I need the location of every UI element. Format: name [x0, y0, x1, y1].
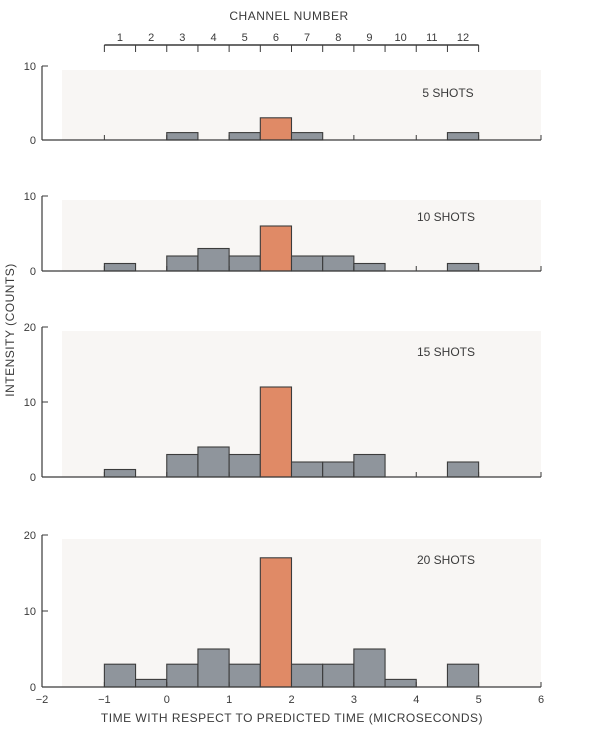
- histogram-bar: [353, 648, 386, 688]
- panel-label: 20 SHOTS: [417, 553, 475, 567]
- histogram-panel: 0 10 5 SHOTS: [24, 61, 542, 147]
- x-tick-label: 4: [413, 694, 419, 706]
- histogram-bar: [228, 453, 261, 478]
- x-axis-title: TIME WITH RESPECT TO PREDICTED TIME (MIC…: [101, 711, 483, 725]
- y-tick-label: 0: [30, 266, 36, 278]
- x-tick-label: 3: [351, 694, 357, 706]
- panel-label: 5 SHOTS: [422, 86, 473, 100]
- y-tick-label: 0: [30, 682, 36, 694]
- panel-background: [62, 331, 541, 477]
- channel-number-label: 8: [335, 32, 341, 44]
- panel-background: [62, 539, 541, 687]
- x-tick-label: 1: [226, 694, 232, 706]
- histogram-bar: [135, 678, 168, 688]
- channel-number-label: 12: [457, 32, 469, 44]
- channel-number-label: 9: [366, 32, 372, 44]
- highlight-bar: [259, 225, 293, 272]
- channel-number-label: 11: [426, 32, 437, 44]
- histogram-bar: [446, 262, 480, 272]
- channel-number-label: 5: [242, 32, 248, 44]
- histogram-bar: [290, 663, 324, 688]
- y-tick-label: 10: [24, 61, 36, 73]
- channel-number-label: 2: [148, 32, 154, 44]
- x-tick-label: −2: [36, 694, 49, 706]
- histogram-bar: [103, 663, 137, 688]
- histogram-bar: [103, 468, 137, 478]
- histogram-bar: [353, 262, 386, 272]
- y-tick-label: 0: [30, 472, 36, 484]
- histogram-bar: [166, 255, 199, 272]
- histogram-bar: [384, 678, 417, 688]
- channel-number-label: 1: [117, 32, 123, 44]
- y-tick-label: 0: [30, 135, 36, 147]
- histogram-bar: [446, 132, 480, 141]
- x-tick-label: −1: [98, 694, 111, 706]
- y-axis-title: INTENSITY (COUNTS): [3, 263, 17, 396]
- channel-number-label: 4: [210, 32, 216, 44]
- histogram-bar: [353, 453, 386, 478]
- y-tick-label: 20: [24, 530, 36, 542]
- histogram-bar: [166, 663, 199, 688]
- histogram-bar: [446, 461, 480, 478]
- histogram-bar: [322, 255, 355, 272]
- y-tick-label: 20: [24, 322, 36, 334]
- histogram-bar: [446, 663, 480, 688]
- channel-number-label: 7: [304, 32, 310, 44]
- histogram-panel: 0 10 10 SHOTS: [24, 191, 542, 278]
- histogram-bar: [166, 453, 199, 478]
- x-tick-label: 5: [476, 694, 482, 706]
- histogram-bar: [290, 461, 324, 478]
- histogram-bar: [322, 461, 355, 478]
- histogram-bar: [197, 446, 230, 478]
- histogram-bar: [290, 132, 324, 141]
- y-tick-label: 10: [24, 397, 36, 409]
- x-tick-label: 6: [538, 694, 544, 706]
- histogram-panel: 0 10 20 20 SHOTS: [24, 530, 542, 694]
- highlight-bar: [259, 117, 293, 141]
- histogram-bar: [228, 132, 261, 141]
- histogram-bar: [228, 255, 261, 272]
- histogram-bar: [290, 255, 324, 272]
- channel-number-label: 6: [273, 32, 279, 44]
- histogram-bar: [166, 132, 199, 141]
- panel-label: 15 SHOTS: [417, 345, 475, 359]
- histogram-bar: [197, 247, 230, 272]
- x-tick-label: 2: [288, 694, 294, 706]
- histogram-bar: [228, 663, 261, 688]
- histogram-bar: [197, 648, 230, 688]
- top-axis-title: CHANNEL NUMBER: [229, 9, 348, 23]
- x-tick-label: 0: [164, 694, 170, 706]
- y-tick-label: 10: [24, 606, 36, 618]
- panel-label: 10 SHOTS: [417, 210, 475, 224]
- top-channel-axis: 1 2 3 4 5 6 7 8 9 10 11 12: [103, 32, 480, 52]
- highlight-bar: [259, 557, 293, 688]
- histogram-bar: [322, 663, 355, 688]
- histogram-panel: 0 10 20 15 SHOTS: [24, 322, 542, 484]
- histogram-bar: [103, 262, 137, 272]
- highlight-bar: [259, 386, 293, 478]
- panel-background: [62, 70, 541, 140]
- channel-number-label: 3: [179, 32, 185, 44]
- channel-number-label: 10: [395, 32, 407, 44]
- y-tick-label: 10: [24, 191, 36, 203]
